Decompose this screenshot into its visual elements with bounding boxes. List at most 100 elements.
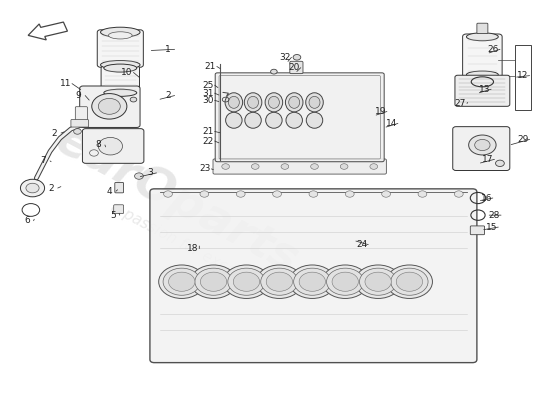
- Circle shape: [345, 191, 354, 197]
- Circle shape: [261, 268, 298, 295]
- Circle shape: [228, 268, 265, 295]
- Circle shape: [281, 164, 289, 169]
- Ellipse shape: [248, 96, 258, 108]
- Text: 31: 31: [202, 89, 214, 98]
- Circle shape: [327, 268, 364, 295]
- Circle shape: [90, 150, 98, 156]
- FancyBboxPatch shape: [115, 182, 124, 193]
- Text: 16: 16: [481, 194, 492, 202]
- Text: 12: 12: [518, 71, 529, 80]
- Circle shape: [294, 268, 331, 295]
- FancyBboxPatch shape: [215, 73, 384, 162]
- Text: eurOparts: eurOparts: [47, 117, 305, 283]
- FancyArrow shape: [28, 22, 68, 40]
- Text: 13: 13: [479, 85, 490, 94]
- Text: 21: 21: [202, 127, 214, 136]
- Text: 2: 2: [48, 184, 54, 192]
- Circle shape: [98, 98, 120, 114]
- FancyBboxPatch shape: [75, 107, 87, 121]
- Circle shape: [271, 69, 277, 74]
- Text: 15: 15: [486, 223, 497, 232]
- Text: 26: 26: [488, 45, 499, 54]
- FancyBboxPatch shape: [114, 205, 124, 214]
- Ellipse shape: [266, 112, 282, 128]
- Text: 28: 28: [489, 211, 500, 220]
- Circle shape: [360, 268, 397, 295]
- Ellipse shape: [306, 93, 323, 112]
- Ellipse shape: [108, 32, 132, 39]
- Circle shape: [340, 164, 348, 169]
- Text: 11: 11: [60, 79, 71, 88]
- FancyBboxPatch shape: [101, 66, 140, 95]
- Text: 24: 24: [356, 240, 367, 249]
- Circle shape: [475, 140, 490, 150]
- Circle shape: [396, 272, 422, 291]
- FancyBboxPatch shape: [463, 34, 502, 78]
- Ellipse shape: [104, 89, 137, 96]
- FancyBboxPatch shape: [71, 120, 89, 127]
- Circle shape: [390, 268, 428, 295]
- Circle shape: [135, 173, 144, 179]
- Text: 20: 20: [289, 63, 300, 72]
- Text: 9: 9: [76, 91, 81, 100]
- Text: 14: 14: [386, 119, 397, 128]
- Ellipse shape: [306, 112, 323, 128]
- Circle shape: [365, 272, 391, 291]
- Circle shape: [26, 183, 39, 193]
- Ellipse shape: [265, 93, 283, 112]
- Circle shape: [266, 272, 293, 291]
- Text: 18: 18: [187, 244, 199, 253]
- Circle shape: [168, 272, 195, 291]
- Circle shape: [309, 191, 318, 197]
- Ellipse shape: [226, 112, 242, 128]
- Circle shape: [163, 268, 200, 295]
- Circle shape: [322, 265, 368, 298]
- Circle shape: [332, 272, 359, 291]
- Circle shape: [418, 191, 427, 197]
- Ellipse shape: [285, 93, 303, 112]
- Text: 2: 2: [165, 91, 171, 100]
- Circle shape: [20, 179, 45, 197]
- Text: 22: 22: [202, 136, 214, 146]
- Circle shape: [355, 265, 401, 298]
- Ellipse shape: [225, 93, 243, 112]
- Circle shape: [299, 272, 326, 291]
- FancyBboxPatch shape: [455, 75, 510, 106]
- FancyBboxPatch shape: [97, 30, 144, 67]
- Text: 6: 6: [24, 216, 30, 225]
- Circle shape: [195, 268, 232, 295]
- Text: 8: 8: [96, 140, 101, 150]
- Ellipse shape: [101, 27, 140, 37]
- Ellipse shape: [309, 96, 320, 108]
- Text: 27: 27: [455, 99, 466, 108]
- FancyBboxPatch shape: [82, 129, 144, 163]
- FancyBboxPatch shape: [290, 61, 303, 74]
- FancyBboxPatch shape: [477, 23, 488, 34]
- Ellipse shape: [104, 64, 137, 72]
- Circle shape: [233, 272, 260, 291]
- Text: 19: 19: [375, 107, 386, 116]
- Text: 4: 4: [107, 187, 112, 196]
- Text: 21: 21: [205, 62, 216, 71]
- Text: 23: 23: [199, 164, 211, 174]
- Ellipse shape: [286, 112, 302, 128]
- Circle shape: [293, 54, 301, 60]
- Ellipse shape: [228, 96, 239, 108]
- Text: 10: 10: [121, 68, 133, 77]
- Text: 30: 30: [202, 96, 214, 105]
- Circle shape: [382, 191, 390, 197]
- Text: 25: 25: [202, 81, 214, 90]
- FancyBboxPatch shape: [453, 127, 510, 170]
- Text: 5: 5: [111, 211, 116, 220]
- Circle shape: [251, 164, 259, 169]
- FancyBboxPatch shape: [150, 189, 477, 363]
- Circle shape: [454, 191, 463, 197]
- Circle shape: [200, 272, 227, 291]
- Text: 29: 29: [518, 135, 529, 144]
- Circle shape: [223, 265, 270, 298]
- Ellipse shape: [466, 33, 498, 41]
- Text: 7: 7: [41, 156, 46, 166]
- Circle shape: [190, 265, 236, 298]
- Circle shape: [311, 164, 318, 169]
- Ellipse shape: [289, 96, 300, 108]
